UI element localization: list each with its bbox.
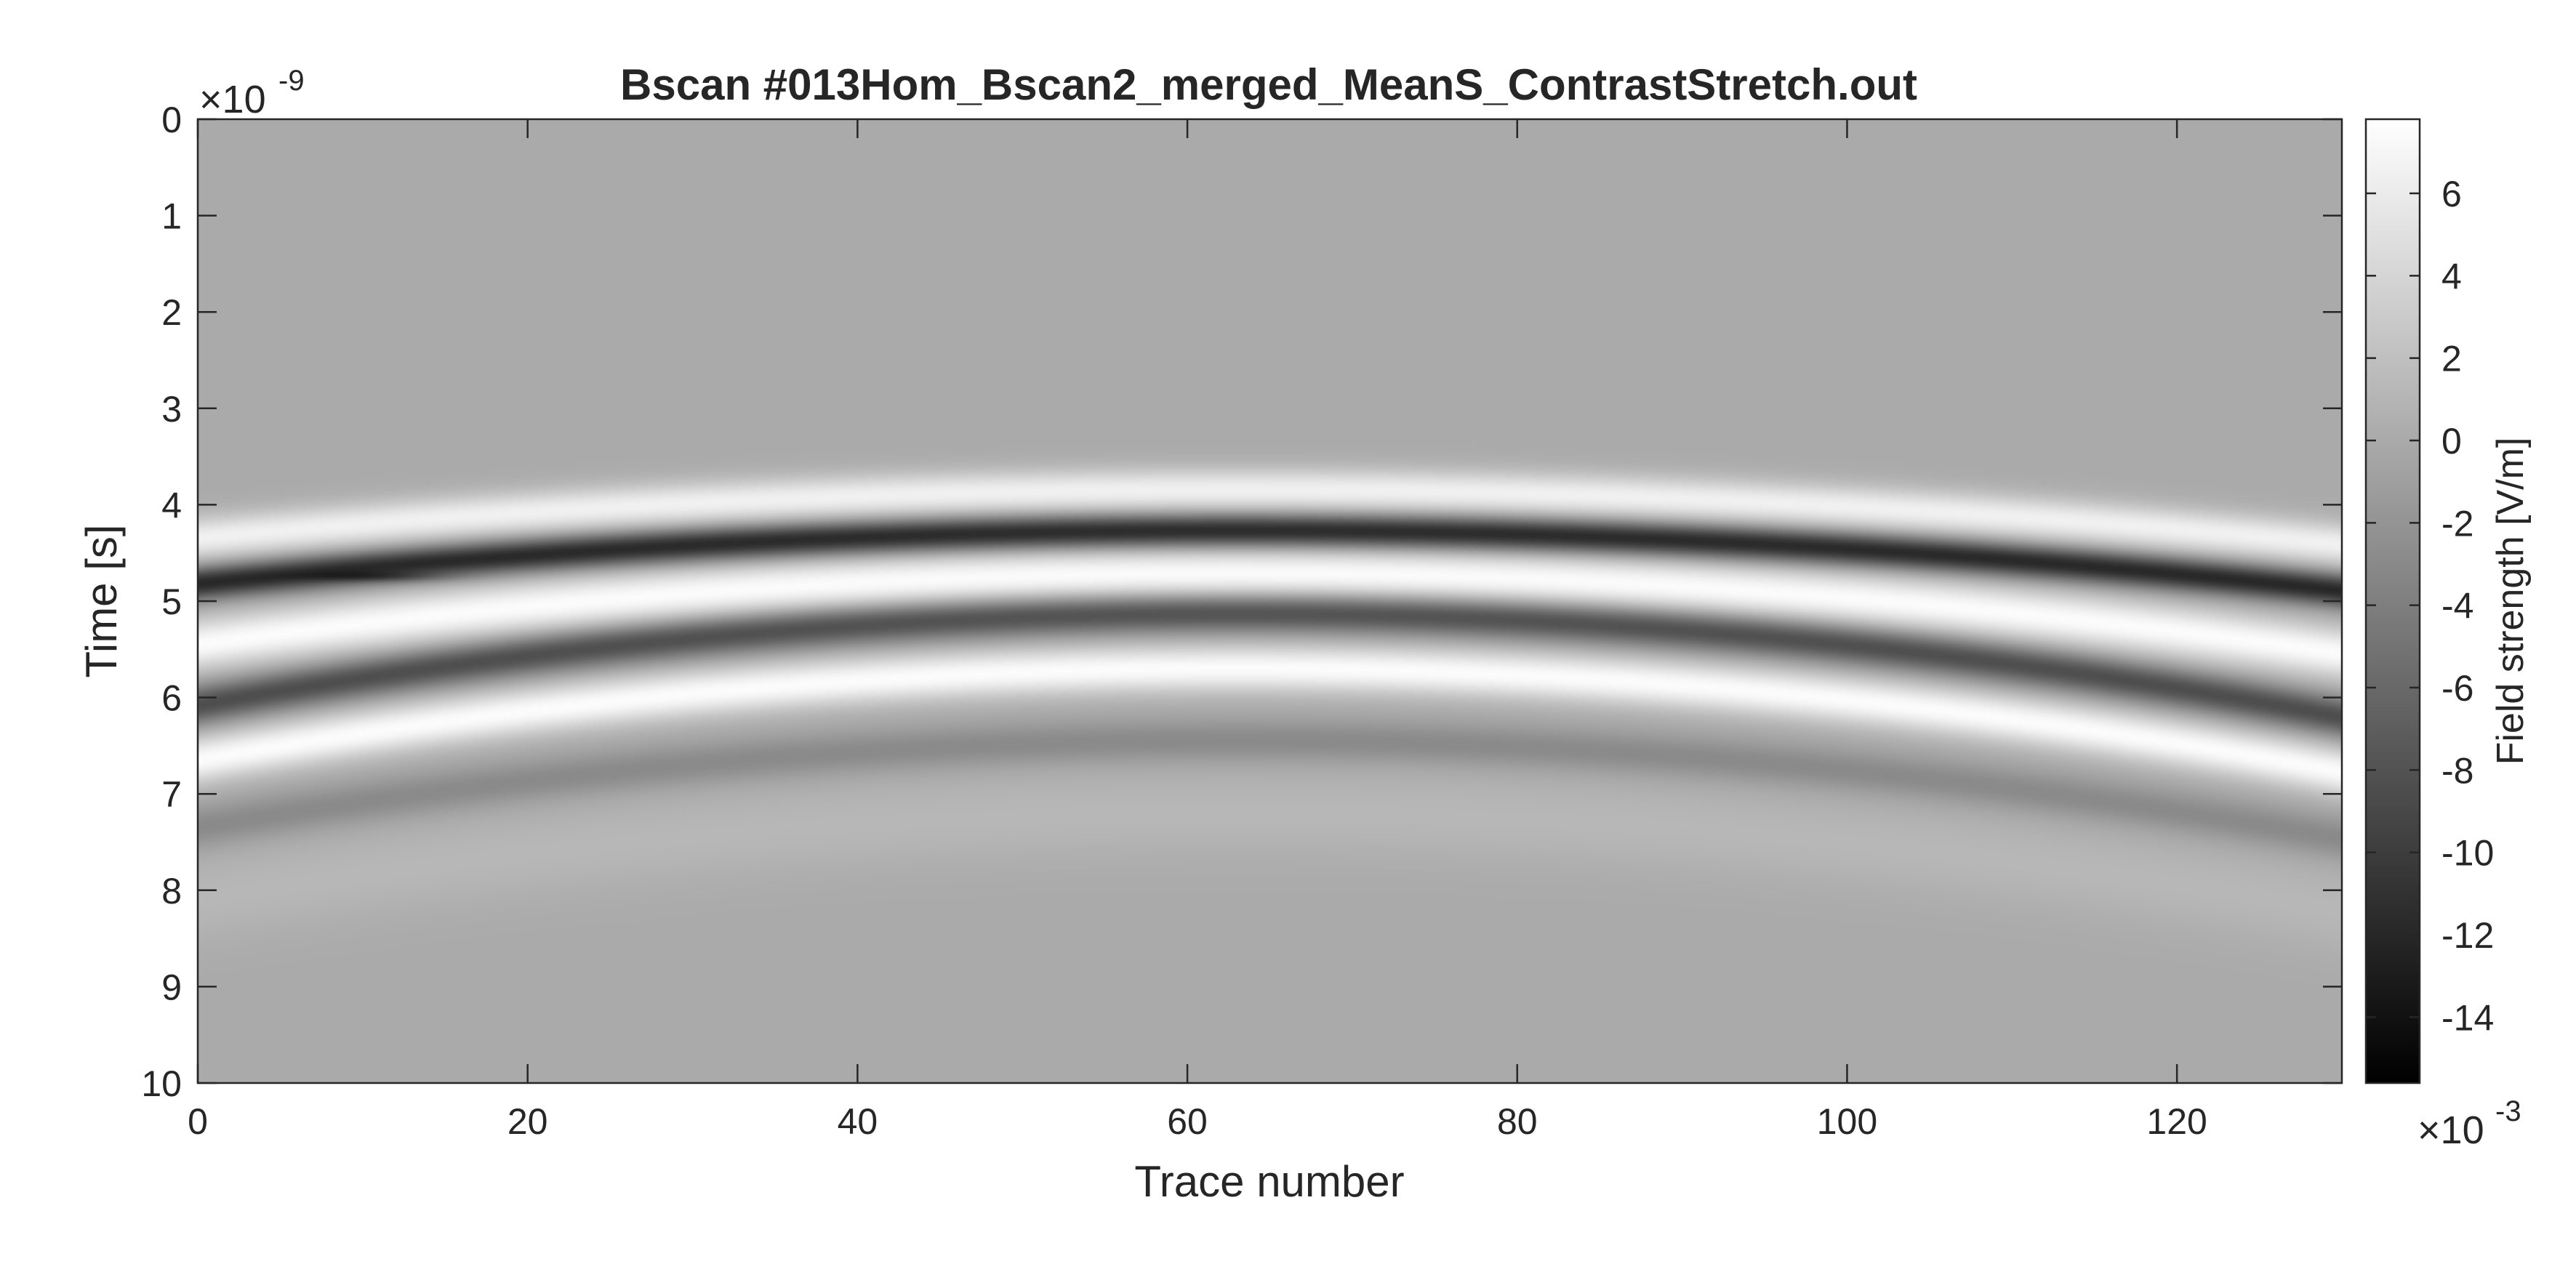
- y-axis-exponent: ×10 -9: [199, 65, 305, 121]
- x-axis: 0 20 40 60 80 100 120: [188, 119, 2207, 1142]
- y-exponent-value: -9: [278, 65, 305, 97]
- x-tick-label: 20: [507, 1101, 548, 1142]
- colorbar-tick-label: 4: [2441, 256, 2462, 297]
- x-tick-label: 120: [2146, 1101, 2207, 1142]
- colorbar-tick-label: -8: [2441, 750, 2473, 791]
- svg-text:×10: ×10: [199, 78, 266, 121]
- colorbar-tick-label: 2: [2441, 339, 2462, 379]
- y-tick-label: 9: [161, 967, 182, 1007]
- x-tick-label: 0: [188, 1101, 208, 1142]
- x-tick-label: 80: [1497, 1101, 1538, 1142]
- colorbar-tick-label: 6: [2441, 174, 2462, 214]
- plot-area: [196, 118, 2343, 1084]
- x-axis-label: Trace number: [1134, 1157, 1404, 1206]
- chart-title: Bscan #013Hom_Bscan2_merged_MeanS_Contra…: [620, 60, 1917, 109]
- y-tick-label: 2: [161, 292, 182, 333]
- x-tick-label: 40: [838, 1101, 878, 1142]
- y-tick-label: 4: [161, 485, 182, 526]
- colorbar: 6 4 2 0 -2 -4 -6 -8 -10 -12 -14 ×10 -3 Field stren…: [2364, 118, 2532, 1152]
- colorbar-tick-label: -10: [2441, 833, 2494, 874]
- colorbar-tick-label: 0: [2441, 421, 2462, 462]
- y-tick-label: 8: [161, 871, 182, 911]
- y-tick-label: 3: [161, 389, 182, 430]
- colorbar-tick-label: -2: [2441, 503, 2473, 544]
- y-tick-label: 0: [161, 100, 182, 140]
- colorbar-tick-label: -6: [2441, 668, 2473, 709]
- bscan-heatmap: [198, 119, 2342, 1083]
- x-tick-label: 60: [1167, 1101, 1208, 1142]
- colorbar-tick-label: -12: [2441, 915, 2494, 956]
- y-tick-label: 7: [161, 774, 182, 815]
- colorbar-frame: [2364, 118, 2421, 1084]
- colorbar-gradient: [2366, 119, 2420, 1083]
- x-tick-label: 100: [1817, 1101, 1877, 1142]
- svg-text:×10: ×10: [2417, 1108, 2484, 1152]
- colorbar-tick-label: -14: [2441, 997, 2494, 1038]
- colorbar-exponent: ×10 -3: [2417, 1095, 2521, 1152]
- colorbar-tick-label: -4: [2441, 586, 2473, 627]
- colorbar-ticks: 6 4 2 0 -2 -4 -6 -8 -10 -12 -14: [2366, 174, 2494, 1038]
- y-tick-label: 6: [161, 678, 182, 719]
- colorbar-exponent-value: -3: [2495, 1095, 2521, 1127]
- y-axis: 0 1 2 3 4 5 6 7 8 9 10: [141, 100, 2342, 1104]
- y-tick-label: 5: [161, 581, 182, 622]
- y-tick-label: 10: [141, 1063, 182, 1104]
- y-axis-label: Time [s]: [77, 524, 126, 677]
- colorbar-label: Field strength [V/m]: [2489, 438, 2532, 765]
- y-tick-label: 1: [161, 196, 182, 237]
